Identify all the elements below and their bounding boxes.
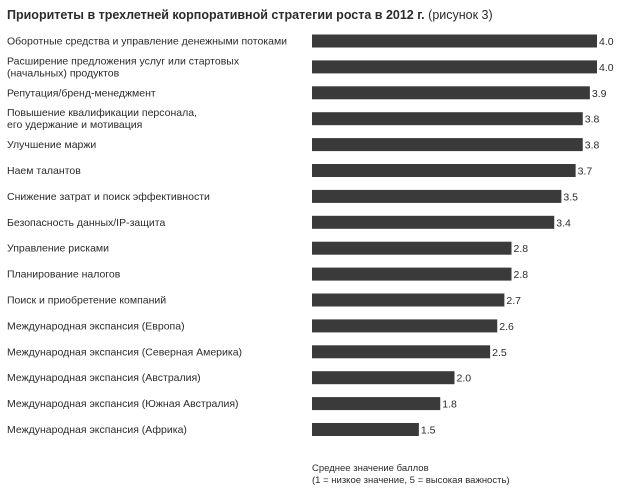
category-label: Международная экспансия (Южная Австралия… <box>7 398 239 410</box>
value-label: 1.8 <box>442 399 457 411</box>
value-label: 1.5 <box>421 425 436 437</box>
bar <box>312 371 455 385</box>
bar <box>312 138 583 152</box>
value-label: 4.0 <box>599 36 614 48</box>
bar <box>312 60 597 74</box>
value-label: 3.8 <box>585 114 600 126</box>
value-label: 2.8 <box>514 243 529 255</box>
chart-title: Приоритеты в трехлетней корпоративной ст… <box>7 8 493 22</box>
bar <box>312 267 512 281</box>
value-label: 2.6 <box>499 321 514 333</box>
value-label: 2.0 <box>457 373 472 385</box>
category-label: Международная экспансия (Северная Америк… <box>7 346 242 358</box>
category-label: Международная экспансия (Африка) <box>7 424 187 436</box>
bar <box>312 293 505 307</box>
bar <box>312 215 555 229</box>
category-label: Репутация/бренд-менеджмент <box>7 87 156 99</box>
value-label: 3.9 <box>592 88 607 100</box>
category-label: Повышение квалификации персонала, его уде… <box>7 107 197 131</box>
value-label: 3.4 <box>556 217 571 229</box>
bar <box>312 241 512 255</box>
bar-chart: Оборотные средства и управление денежным… <box>7 34 614 437</box>
value-label: 2.7 <box>506 295 521 307</box>
category-label: Международная экспансия (Австралия) <box>7 372 201 384</box>
bar <box>312 189 562 203</box>
value-label: 2.8 <box>514 269 529 281</box>
bar <box>312 423 419 436</box>
bar <box>312 319 498 333</box>
value-label: 3.8 <box>585 140 600 152</box>
category-label: Международная экспансия (Европа) <box>7 320 185 332</box>
value-label: 4.0 <box>599 62 614 74</box>
axis-note-line1: Среднее значение баллов <box>312 463 429 474</box>
category-label: Улучшение маржи <box>7 139 96 151</box>
axis-note-line2: (1 = низкое значение, 5 = высокая важнос… <box>312 475 510 486</box>
category-label: Наем талантов <box>7 165 81 177</box>
category-label: Расширение предложения услуг или стартов… <box>7 55 240 79</box>
bar <box>312 164 576 177</box>
bar <box>312 86 590 100</box>
category-label: Безопасность данных/IP-защита <box>7 217 165 229</box>
category-label: Поиск и приобретение компаний <box>7 295 166 307</box>
chart-title-suffix: (рисунок 3) <box>428 8 493 22</box>
category-label: Снижение затрат и поиск эффективности <box>7 191 210 203</box>
value-label: 3.5 <box>563 191 578 203</box>
bar <box>312 397 441 411</box>
value-label: 2.5 <box>492 347 507 359</box>
category-label: Планирование налогов <box>7 269 121 281</box>
chart-title-main: Приоритеты в трехлетней корпоративной ст… <box>7 8 425 22</box>
bar <box>312 34 597 48</box>
bar <box>312 112 583 126</box>
bar <box>312 345 491 359</box>
value-label: 3.7 <box>578 166 593 178</box>
axis-note: Среднее значение баллов (1 = низкое знач… <box>312 463 510 487</box>
category-label: Оборотные средства и управление денежным… <box>7 36 287 48</box>
category-label: Управление рисками <box>7 243 109 255</box>
